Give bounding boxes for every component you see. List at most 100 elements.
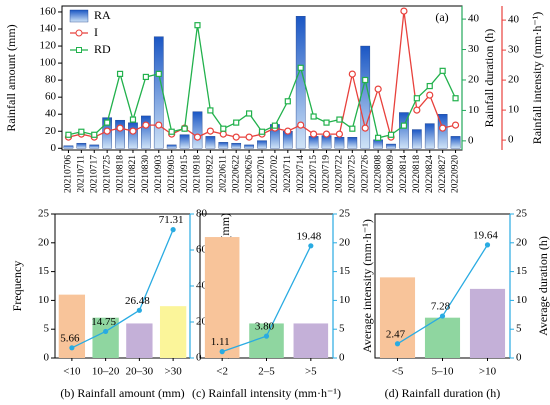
bar <box>166 144 177 149</box>
x-tick-label: 20210821 <box>128 155 138 193</box>
y2-axis-label: Average intensity (mm·h⁻¹) <box>360 219 374 353</box>
marker <box>129 127 137 135</box>
data-label: 19.48 <box>296 230 321 242</box>
bar <box>257 140 267 149</box>
marker <box>142 73 149 81</box>
y2-tick-label: 40 <box>196 280 208 292</box>
x-tick-label: 20210915 <box>180 155 190 193</box>
y3-tick-label: 20 <box>508 74 520 86</box>
marker <box>91 131 98 138</box>
marker <box>129 116 137 123</box>
marker <box>170 227 176 233</box>
bar <box>141 115 151 149</box>
x-tick-label: 20210922 <box>206 155 216 193</box>
y3-tick-label: 40 <box>508 14 520 26</box>
y-tick-label: 40 <box>45 108 57 120</box>
marker <box>284 127 292 135</box>
bar <box>153 36 164 149</box>
x-tick-label: 20220611 <box>218 155 228 193</box>
legend-marker <box>76 47 82 53</box>
x-axis-label: (c) Rainfall intensity (mm·h⁻¹) <box>192 386 341 400</box>
x-tick-label: 20220714 <box>296 155 306 193</box>
x-tick-label: <5 <box>392 366 404 378</box>
y3-tick-label: 0 <box>508 134 514 146</box>
x-tick-label: 20220701 <box>257 155 267 193</box>
x-tick-label: 20220711 <box>283 155 293 193</box>
x-tick-label: 20220626 <box>244 155 254 193</box>
x-tick-label: 20220818 <box>412 155 422 193</box>
y-tick-label: 160 <box>40 5 57 17</box>
marker <box>65 131 72 138</box>
bar <box>450 136 461 149</box>
x-tick-label: 20220920 <box>451 155 461 193</box>
bar <box>128 122 138 149</box>
x-tick-label: 20210725 <box>102 155 112 193</box>
bar <box>76 142 87 149</box>
y2-tick-label: 15 <box>516 265 528 277</box>
marker <box>310 113 317 120</box>
y-tick-label: 15 <box>38 265 50 277</box>
line <box>71 229 174 349</box>
x-tick-label: 20210818 <box>115 155 125 193</box>
y2-tick-label: 10 <box>339 294 351 306</box>
line <box>68 11 456 138</box>
y3-axis-label: Rainfall intensity (mm·h⁻¹) <box>530 12 544 145</box>
marker <box>413 95 420 102</box>
x-tick-label: 10–20 <box>92 366 120 378</box>
marker <box>362 76 369 84</box>
y-tick-label: 20 <box>38 236 50 248</box>
bar <box>89 144 100 149</box>
marker <box>136 307 142 313</box>
y-tick-label: 25 <box>38 208 50 220</box>
y2-tick-label: 15 <box>339 265 351 277</box>
marker <box>349 125 356 132</box>
x-tick-label: 20220719 <box>322 155 332 193</box>
marker <box>245 133 253 141</box>
marker <box>155 70 162 77</box>
marker <box>233 119 240 126</box>
y2-tick-label: 0 <box>339 352 345 364</box>
marker <box>69 345 75 351</box>
y-tick-label: 120 <box>40 40 57 52</box>
marker <box>219 349 225 355</box>
marker <box>245 110 253 117</box>
y2-tick-label: 20 <box>516 236 528 248</box>
marker <box>271 122 279 129</box>
marker <box>194 22 201 29</box>
x-tick-label: <10 <box>63 366 81 378</box>
marker <box>374 85 382 93</box>
x-tick-label: >10 <box>479 366 497 378</box>
panel-label: (a) <box>435 10 448 24</box>
marker <box>394 341 401 347</box>
bar <box>347 137 358 149</box>
bar <box>204 237 240 358</box>
x-tick-label: <2 <box>216 366 228 378</box>
legend-label: RA <box>94 8 111 22</box>
x-tick-label: 20220814 <box>399 155 409 193</box>
x-tick-label: 20210706 <box>64 155 74 193</box>
x-tick-label: 20220824 <box>425 155 435 193</box>
marker <box>297 121 305 129</box>
bar <box>293 323 329 358</box>
bar <box>308 136 319 149</box>
x-axis-label: (d) Rainfall duration (h) <box>385 386 501 400</box>
x-axis-label: (b) Rainfall amount (mm) <box>60 386 184 400</box>
x-tick-label: 20210830 <box>141 155 151 193</box>
bar <box>92 317 119 358</box>
marker <box>263 333 270 339</box>
bar <box>334 137 345 149</box>
marker <box>413 106 421 114</box>
marker <box>361 124 369 132</box>
marker <box>336 116 343 123</box>
bar <box>424 123 435 149</box>
y2-tick-label: 20 <box>339 236 351 248</box>
marker <box>426 82 433 90</box>
x-tick-label: 20210903 <box>154 155 164 193</box>
x-tick-label: 20220827 <box>438 155 448 193</box>
marker <box>323 119 330 126</box>
bar <box>231 142 242 149</box>
x-tick-label: 20210717 <box>89 155 99 193</box>
marker <box>400 7 408 15</box>
bar <box>179 134 190 149</box>
marker <box>439 124 447 132</box>
